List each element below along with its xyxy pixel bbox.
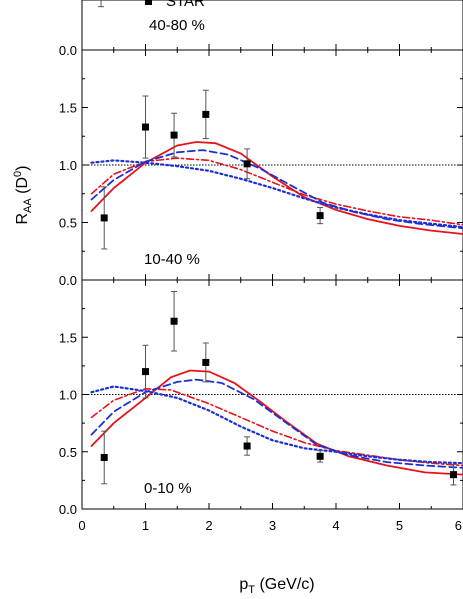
data-point bbox=[142, 344, 149, 399]
curve-dashed-blue bbox=[90, 149, 463, 230]
point-marker bbox=[316, 452, 324, 460]
legend: STAR bbox=[145, 0, 205, 10]
point-marker bbox=[170, 317, 178, 325]
curve-dashed-blue bbox=[90, 378, 463, 469]
point-marker bbox=[142, 368, 149, 376]
y-tick-label: 0.0 bbox=[59, 43, 77, 58]
x-tick-label: 5 bbox=[396, 518, 403, 533]
x-tick-label: 3 bbox=[269, 518, 276, 533]
data-point bbox=[170, 290, 178, 352]
panel-10-40: 0.0 0.5 1.0 1.5 10-40 % bbox=[59, 49, 463, 288]
data-point bbox=[243, 148, 251, 180]
y-tick-label: 0.5 bbox=[59, 445, 77, 460]
data-point bbox=[202, 342, 210, 383]
curve-dashdot-red bbox=[90, 387, 463, 467]
y-tick-label: 1.5 bbox=[59, 101, 77, 116]
x-axis-title: pT (GeV/c) bbox=[239, 576, 314, 596]
panel-40-80: 0.0 STAR 40-80 % bbox=[59, 0, 463, 58]
data-point bbox=[170, 112, 178, 158]
data-point bbox=[142, 95, 149, 159]
data-point bbox=[243, 436, 251, 456]
point-marker bbox=[142, 123, 149, 131]
point-marker bbox=[170, 131, 178, 139]
y-axis-title: RAA (D0) bbox=[12, 165, 34, 224]
x-tick-label: 1 bbox=[142, 518, 149, 533]
x-tick-label: 4 bbox=[332, 518, 339, 533]
point-marker bbox=[202, 358, 210, 366]
legend-label: STAR bbox=[166, 0, 205, 10]
y-tick-label: 0.0 bbox=[59, 273, 77, 288]
panel-0-10: 0.0 0.5 1.0 1.5 0-10 % bbox=[59, 279, 463, 517]
point-marker bbox=[316, 212, 324, 220]
y-tick-label: 0.0 bbox=[59, 502, 77, 517]
curve-solid-red bbox=[90, 369, 463, 476]
curve-solid-red bbox=[90, 141, 463, 235]
point-marker bbox=[243, 442, 251, 450]
data-point bbox=[100, 430, 108, 485]
y-axis-label: RAA (D0) bbox=[12, 165, 34, 224]
panel-label: 40-80 % bbox=[149, 17, 205, 34]
x-axis-label: pT (GeV/c) bbox=[239, 576, 314, 596]
point-marker bbox=[202, 110, 210, 118]
y-tick-label: 0.5 bbox=[59, 216, 77, 231]
panel-frame bbox=[81, 0, 463, 51]
x-tick-label: 6 bbox=[455, 518, 462, 533]
data-point bbox=[202, 89, 210, 140]
curve-dashdot-red bbox=[90, 157, 463, 226]
curve-dotted-blue bbox=[90, 159, 463, 229]
x-tick-label: 0 bbox=[78, 518, 85, 533]
point-marker bbox=[449, 471, 457, 479]
point-marker bbox=[100, 453, 108, 461]
y-tick-label: 1.5 bbox=[59, 330, 77, 345]
point-marker bbox=[243, 160, 251, 168]
x-axis: 0 1 2 3 4 5 6 bbox=[78, 518, 462, 533]
panel-label: 0-10 % bbox=[144, 480, 192, 497]
point-marker bbox=[100, 214, 108, 222]
data-point bbox=[316, 450, 324, 463]
panel-label: 10-40 % bbox=[144, 251, 200, 268]
y-tick-label: 1.0 bbox=[59, 388, 77, 403]
data-point bbox=[316, 207, 324, 225]
y-tick-label: 1.0 bbox=[59, 158, 77, 173]
data-point bbox=[100, 186, 108, 250]
data-point bbox=[449, 463, 457, 486]
x-tick-label: 2 bbox=[205, 518, 212, 533]
legend-marker bbox=[145, 0, 152, 5]
